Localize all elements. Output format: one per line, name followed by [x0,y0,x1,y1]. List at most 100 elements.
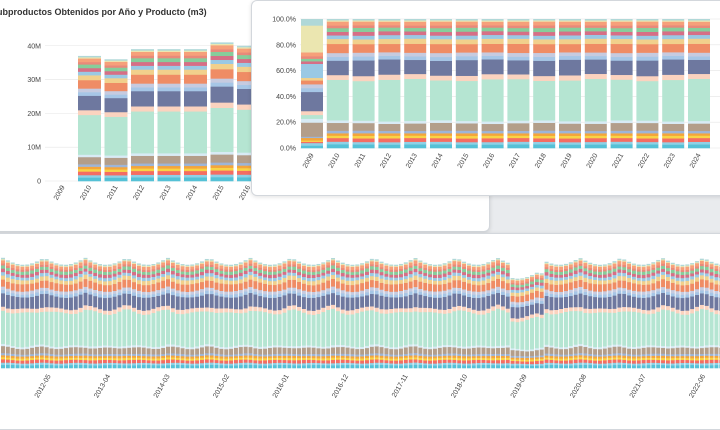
bar-88-segment-13 [428,283,433,292]
bar-134-segment-20 [651,263,656,265]
bar-11-segment-2 [584,137,607,143]
bar-60-segment-5 [292,353,297,356]
bar-120-segment-1 [583,362,588,365]
bar-102-segment-21 [496,258,501,260]
bar-131-segment-19 [636,266,641,270]
bar-142-segment-21 [690,263,695,265]
bar-67-segment-12 [326,288,331,292]
bar-52-segment-11 [253,291,258,295]
bar-146-segment-15 [709,275,714,279]
x-tick-label: 2022 [637,152,651,169]
bar-0-segment-6 [301,122,323,137]
bar-142-segment-20 [690,264,695,266]
bar-32-segment-3 [156,358,161,361]
bar-112-segment-3 [544,357,549,360]
bar-93-segment-20 [452,259,457,262]
bar-108-segment-18 [525,281,530,284]
bar-102-segment-9 [496,304,501,309]
bar-2-segment-11 [352,56,375,61]
bar-43-segment-0 [209,364,214,369]
bar-13-segment-18 [64,269,69,272]
bar-100-segment-11 [486,292,491,296]
bar-107-segment-6 [520,350,525,357]
bar-35-segment-10 [170,294,175,309]
bar-112-segment-21 [544,261,549,264]
bar-144-segment-8 [699,308,704,346]
bar-29-segment-8 [141,314,146,346]
bar-99-segment-10 [481,297,486,311]
bar-7-segment-6 [481,123,504,132]
bar-133-segment-5 [646,353,651,357]
bar-126-segment-21 [612,261,617,263]
bar-66-segment-17 [321,269,326,273]
bar-122-segment-0 [593,365,598,369]
bar-58-segment-9 [282,308,287,313]
bar-119-segment-11 [578,289,583,294]
bar-69-segment-14 [335,277,340,282]
bar-8-segment-16 [507,31,530,36]
bar-60-segment-12 [292,287,297,291]
bar-69-segment-15 [335,274,340,278]
bar-43-segment-8 [209,311,214,345]
bar-7-segment-1 [34,362,39,366]
bar-22-segment-2 [107,359,112,363]
bar-136-segment-10 [661,292,666,306]
bar-69-segment-20 [335,261,340,263]
bar-122-segment-13 [593,283,598,292]
bar-70-segment-11 [340,293,345,297]
bar-130-segment-21 [631,263,636,265]
bar-25-segment-19 [122,260,127,265]
bar-36-segment-8 [175,313,180,346]
bar-26-segment-14 [127,275,132,280]
bar-100-segment-19 [486,264,491,268]
bar-81-segment-2 [394,360,399,364]
bar-131-segment-12 [636,291,641,295]
bar-82-segment-20 [398,264,403,267]
bar-78-segment-20 [379,262,384,265]
bar-109-segment-21 [530,275,534,277]
bar-39-segment-3 [190,358,195,361]
bar-88-segment-1 [428,363,433,366]
bar-46-segment-8 [224,312,229,348]
bar-134-segment-0 [651,364,656,369]
bar-99-segment-6 [481,347,486,354]
bar-140-segment-18 [680,269,685,273]
bar-125-segment-9 [607,308,612,313]
bar-105-segment-6 [510,349,515,356]
bar-96-segment-13 [466,283,471,291]
bar-6-segment-8 [455,80,478,122]
bar-7-segment-5 [34,353,39,356]
bar-75-segment-1 [365,363,369,366]
bar-142-segment-1 [690,362,695,366]
bar-8-segment-19 [39,261,44,265]
bar-4-segment-19 [157,51,181,56]
bar-64-segment-3 [311,357,316,361]
bar-101-segment-17 [491,267,496,271]
bar-1-segment-2 [78,171,101,176]
bar-136-segment-8 [661,309,666,347]
bar-1-segment-17 [78,64,101,69]
bar-110-segment-15 [534,284,539,288]
bar-93-segment-13 [452,280,457,288]
bar-102-segment-1 [496,363,501,366]
bar-119-segment-1 [578,362,583,366]
y-tick-label: 20.0% [276,120,296,127]
bar-5-segment-11 [430,56,452,61]
bar-143-segment-21 [695,261,700,263]
bar-18-segment-3 [88,357,93,361]
bar-139-segment-8 [675,313,680,346]
bar-7-segment-13 [481,43,504,53]
bar-90-segment-5 [437,353,442,357]
bar-5-segment-1 [184,174,207,178]
bar-115-segment-3 [559,358,564,361]
bar-55-segment-15 [267,277,272,282]
bar-135-segment-1 [656,362,661,365]
bar-115-segment-19 [559,266,564,270]
bar-3-segment-19 [15,265,20,270]
bar-93-segment-17 [452,266,457,270]
bar-94-segment-1 [457,362,462,366]
bar-36-segment-17 [175,269,180,274]
bar-7-segment-14 [237,66,260,73]
bar-89-segment-17 [432,271,437,275]
bar-40-segment-13 [195,282,200,291]
